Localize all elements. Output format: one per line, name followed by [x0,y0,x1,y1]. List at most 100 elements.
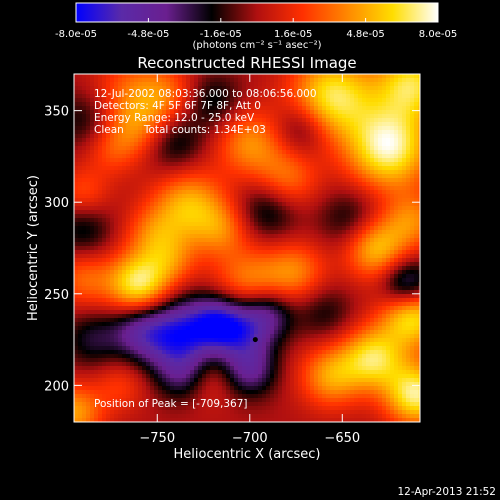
heatmap-cell [246,142,251,147]
heatmap-cell [378,266,383,271]
heatmap-cell [206,158,211,163]
heatmap-cell [174,182,179,187]
heatmap-cell [178,122,183,127]
heatmap-cell [182,294,187,299]
heatmap-cell [290,282,295,287]
heatmap-cell [134,298,139,303]
heatmap-cell [154,98,159,103]
heatmap-cell [122,198,127,203]
heatmap-cell [198,110,203,115]
heatmap-cell [78,258,83,263]
heatmap-cell [374,110,379,115]
heatmap-cell [302,234,307,239]
heatmap-cell [406,182,411,187]
heatmap-cell [414,82,419,87]
heatmap-cell [386,158,391,163]
heatmap-cell [362,194,367,199]
heatmap-cell [82,106,87,111]
heatmap-cell [286,210,291,215]
heatmap-cell [90,154,95,159]
heatmap-cell [314,258,319,263]
heatmap-cell [218,258,223,263]
heatmap-cell [190,102,195,107]
heatmap-cell [230,86,235,91]
heatmap-cell [146,230,151,235]
heatmap-cell [194,170,199,175]
heatmap-cell [342,294,347,299]
heatmap-cell [94,210,99,215]
heatmap-cell [154,298,159,303]
heatmap-cell [206,198,211,203]
heatmap-cell [82,178,87,183]
heatmap-cell [150,298,155,303]
heatmap-cell [274,182,279,187]
heatmap-cell [294,290,299,295]
heatmap-cell [202,266,207,271]
heatmap-cell [390,150,395,155]
heatmap-cell [158,210,163,215]
heatmap-cell [230,106,235,111]
heatmap-cell [118,258,123,263]
heatmap-cell [206,162,211,167]
heatmap-cell [122,258,127,263]
heatmap-cell [330,166,335,171]
heatmap-cell [102,278,107,283]
heatmap-cell [314,86,319,91]
heatmap-cell [298,98,303,103]
heatmap-cell [218,158,223,163]
heatmap-cell [290,206,295,211]
heatmap-cell [230,174,235,179]
heatmap-cell [94,146,99,151]
heatmap-cell [122,170,127,175]
heatmap-cell [186,110,191,115]
heatmap-cell [130,158,135,163]
heatmap-cell [202,114,207,119]
heatmap-cell [186,122,191,127]
heatmap-cell [158,294,163,299]
heatmap-cell [114,162,119,167]
heatmap-cell [202,86,207,91]
heatmap-cell [102,218,107,223]
heatmap-cell [314,298,319,303]
heatmap-cell [378,86,383,91]
heatmap-cell [238,258,243,263]
heatmap-cell [142,134,147,139]
heatmap-cell [74,174,79,179]
heatmap-cell [382,246,387,251]
heatmap-cell [122,142,127,147]
heatmap-cell [242,110,247,115]
heatmap-cell [294,118,299,123]
heatmap-cell [178,230,183,235]
heatmap-cell [90,138,95,143]
heatmap-cell [78,126,83,131]
heatmap-cell [258,290,263,295]
heatmap-cell [326,118,331,123]
heatmap-cell [266,94,271,99]
heatmap-cell [138,270,143,275]
heatmap-cell [162,250,167,255]
heatmap-cell [278,162,283,167]
heatmap-cell [226,194,231,199]
heatmap-cell [294,278,299,283]
heatmap-cell [338,286,343,291]
heatmap-cell [366,290,371,295]
heatmap-cell [74,226,79,231]
heatmap-cell [366,130,371,135]
heatmap-cell [390,134,395,139]
heatmap-cell [302,262,307,267]
heatmap-cell [222,282,227,287]
heatmap-cell [202,202,207,207]
heatmap-cell [386,266,391,271]
heatmap-cell [346,154,351,159]
heatmap-cell [374,258,379,263]
heatmap-cell [274,154,279,159]
heatmap-cell [362,182,367,187]
heatmap-cell [262,218,267,223]
heatmap-cell [74,242,79,247]
heatmap-cell [150,302,155,307]
heatmap-cell [110,270,115,275]
heatmap-cell [410,122,415,127]
heatmap-cell [282,198,287,203]
heatmap-cell [286,222,291,227]
heatmap-cell [106,210,111,215]
